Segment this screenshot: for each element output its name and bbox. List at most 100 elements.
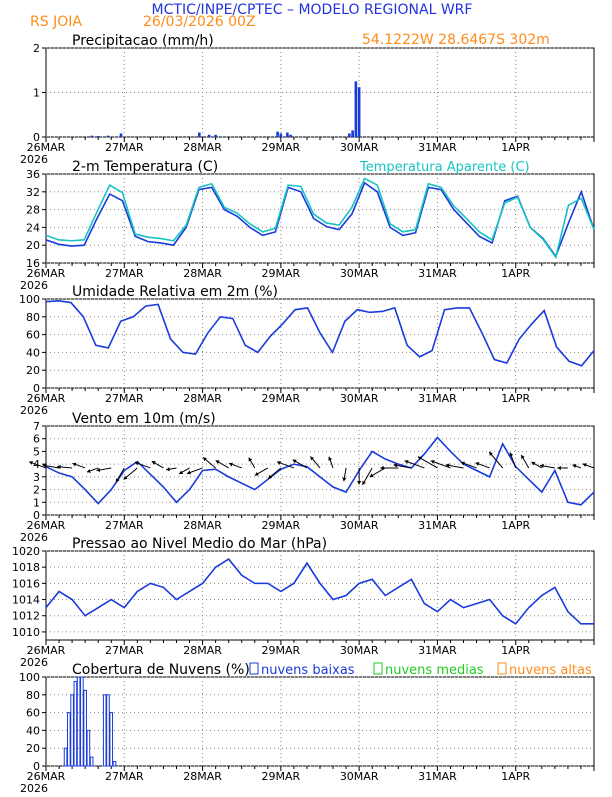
ytick-label: 1 <box>33 87 40 100</box>
ytick-label: 1016 <box>12 577 40 590</box>
wind-arrowhead <box>134 461 139 466</box>
xtick-label: 28MAR <box>183 392 222 405</box>
panel-5: 0 20 40 60 80 100 26MAR 27MAR 28MAR 29MAR 30MAR 31M… <box>19 662 595 795</box>
xtick-label: 1APR <box>501 392 530 405</box>
wind-arrowhead <box>292 459 297 464</box>
cloud-bar <box>70 694 74 767</box>
xtick-label: 29MAR <box>262 141 301 154</box>
cloud-bar <box>106 694 110 767</box>
ytick-label: 1018 <box>12 561 40 574</box>
cloud-bar <box>102 694 107 767</box>
header-coords: 54.1222W 28.6467S 302m <box>362 32 550 48</box>
xtick-label: 28MAR <box>183 519 222 532</box>
precip-bar <box>289 134 292 137</box>
xtick-label: 26MAR <box>27 141 66 154</box>
ytick-label: 28 <box>26 204 40 217</box>
xtick-label: 31MAR <box>418 392 457 405</box>
ytick-label: 2 <box>33 484 40 497</box>
xtick-label: 30MAR <box>340 519 379 532</box>
panel-4: 1010 1012 1014 1016 1018 1020 26MAR 27MAR 28MAR 2… <box>12 536 595 669</box>
precip-bar <box>348 133 351 137</box>
precip-bar <box>351 130 354 137</box>
panel-frame <box>45 550 595 641</box>
year-label: 2026 <box>20 782 48 792</box>
ytick-label: 6 <box>33 433 40 446</box>
series-line <box>45 299 595 367</box>
ytick-label: 5 <box>33 445 40 458</box>
legend-swatch <box>373 662 383 675</box>
xtick-label: 27MAR <box>105 392 144 405</box>
wind-arrowhead <box>202 457 207 462</box>
ytick-label: 32 <box>26 186 40 199</box>
xtick-label: 1APR <box>501 267 530 280</box>
xtick-label: 31MAR <box>418 141 457 154</box>
precip-bar <box>286 132 289 137</box>
ytick-label: 24 <box>26 221 40 234</box>
ytick-label: 0 <box>33 131 40 144</box>
panel-frame <box>45 676 595 767</box>
legend-swatch <box>249 662 259 675</box>
ytick-label: 20 <box>26 742 40 755</box>
cloud-bar <box>83 689 87 767</box>
xtick-label: 31MAR <box>418 770 457 783</box>
xtick-label: 26MAR <box>27 644 66 657</box>
wind-arrowhead <box>521 454 525 459</box>
wind-arrowhead <box>187 470 191 475</box>
wind-arrowhead <box>489 451 493 456</box>
wind-arrowhead <box>86 468 91 473</box>
series-line <box>45 181 595 259</box>
header-location: RS JOIA <box>30 14 82 30</box>
wind-arrowhead <box>357 481 362 485</box>
xtick-label: 31MAR <box>418 519 457 532</box>
wind-arrowhead <box>29 461 34 465</box>
year-label: 2026 <box>20 531 48 544</box>
wind-arrowhead <box>445 463 450 468</box>
ytick-label: 16 <box>26 257 40 270</box>
wind-arrowhead <box>268 474 273 479</box>
wind-arrowhead <box>166 467 170 472</box>
legend-label: nuvens baixas <box>261 663 355 678</box>
xtick-label: 28MAR <box>183 141 222 154</box>
wind-arrow <box>488 451 504 469</box>
xtick-label: 27MAR <box>105 644 144 657</box>
ytick-label: 36 <box>26 168 40 181</box>
cloud-bar <box>63 747 68 767</box>
wind-arrowhead <box>417 456 422 461</box>
ytick-label: 100 <box>19 671 40 684</box>
legend-swatch <box>497 662 507 675</box>
wind-arrowhead <box>229 462 233 467</box>
wind-arrowhead <box>557 465 561 471</box>
ytick-label: 20 <box>26 364 40 377</box>
year-label: 2026 <box>20 279 48 292</box>
wind-arrowhead <box>42 463 47 468</box>
xtick-label: 29MAR <box>262 644 301 657</box>
wind-arrow <box>430 460 451 469</box>
panel-frame <box>45 298 595 389</box>
series-line <box>45 436 595 506</box>
cloud-bar <box>67 712 71 767</box>
wind-arrowhead <box>328 456 333 461</box>
wind-arrowhead <box>509 452 514 457</box>
year-label: 2026 <box>20 153 48 166</box>
precip-bar <box>90 135 93 137</box>
precip-bar <box>207 134 211 137</box>
wind-arrowhead <box>254 471 259 476</box>
xtick-label: 30MAR <box>340 392 379 405</box>
xtick-label: 27MAR <box>105 141 144 154</box>
panel-title: Cobertura de Nuvens (%) <box>72 662 250 678</box>
series-line <box>45 177 595 260</box>
legend-label: nuvens medias <box>385 663 484 678</box>
ytick-label: 1012 <box>12 610 40 623</box>
panel-3: 0123456726MAR27MAR28MAR29MAR30MAR31MAR1A… <box>20 411 595 544</box>
wind-arrowhead <box>461 461 465 466</box>
xtick-label: 30MAR <box>340 141 379 154</box>
panel-frame <box>45 425 595 516</box>
panel-title: Vento em 10m (m/s) <box>72 411 216 427</box>
series-line <box>45 558 594 625</box>
xtick-label: 26MAR <box>27 267 66 280</box>
xtick-label: 28MAR <box>183 644 222 657</box>
wind-arrowhead <box>362 480 366 485</box>
ytick-label: 1014 <box>12 594 40 607</box>
wind-arrowhead <box>310 456 315 461</box>
cloud-bar <box>89 756 94 767</box>
